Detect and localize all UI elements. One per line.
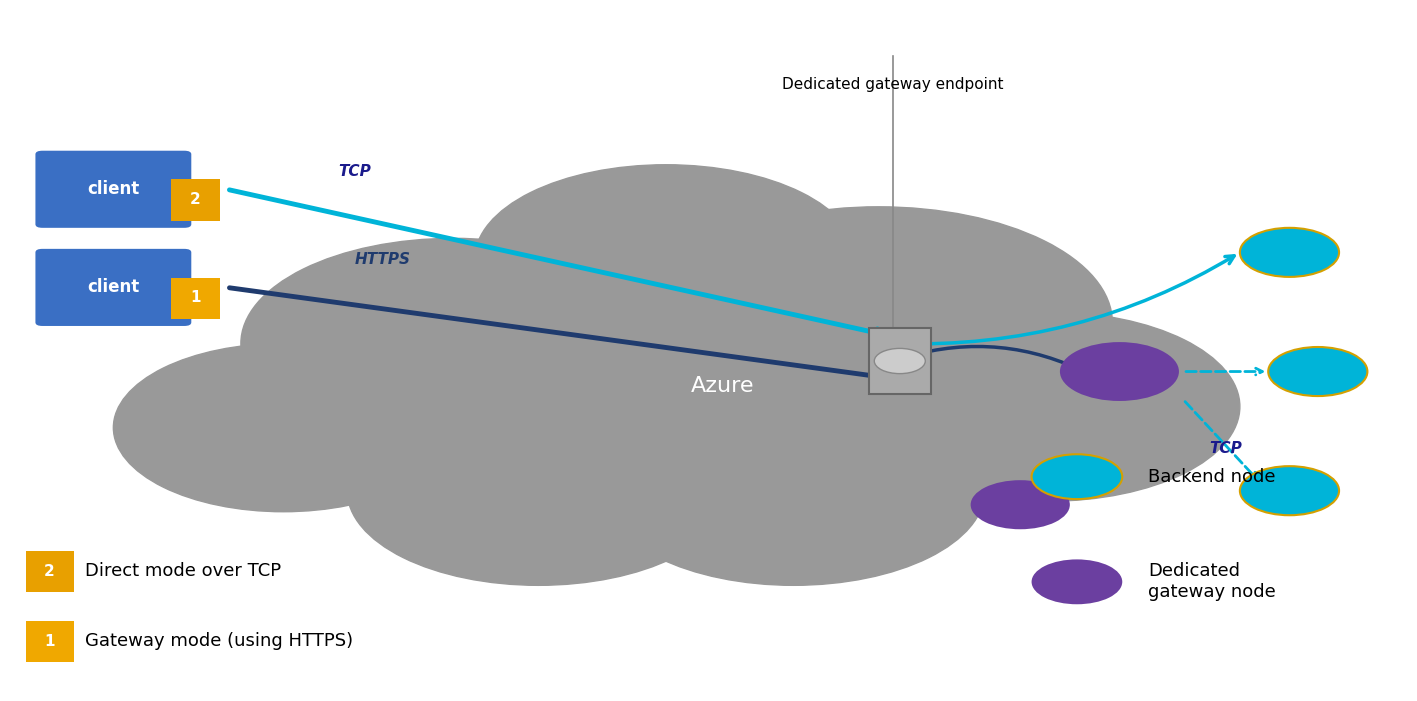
FancyBboxPatch shape — [26, 621, 74, 662]
FancyBboxPatch shape — [869, 328, 931, 394]
Text: Direct mode over TCP: Direct mode over TCP — [85, 562, 281, 580]
Circle shape — [1240, 228, 1339, 277]
Circle shape — [475, 165, 857, 354]
Text: Azure: Azure — [691, 376, 754, 395]
Circle shape — [645, 207, 1112, 438]
Circle shape — [390, 270, 942, 543]
Circle shape — [1268, 347, 1367, 396]
FancyBboxPatch shape — [171, 278, 220, 319]
Text: TCP: TCP — [337, 164, 371, 179]
Text: Dedicated
gateway node: Dedicated gateway node — [1148, 562, 1275, 601]
Circle shape — [1032, 454, 1122, 499]
Text: Gateway mode (using HTTPS): Gateway mode (using HTTPS) — [85, 632, 353, 651]
FancyBboxPatch shape — [35, 249, 191, 326]
Circle shape — [602, 396, 985, 585]
Text: TCP: TCP — [1209, 441, 1243, 456]
Text: Backend node: Backend node — [1148, 468, 1275, 486]
Circle shape — [1060, 342, 1179, 401]
FancyBboxPatch shape — [171, 179, 220, 221]
Text: 2: 2 — [190, 192, 201, 207]
Circle shape — [113, 343, 453, 512]
Text: 1: 1 — [190, 290, 201, 306]
Text: Dedicated gateway endpoint: Dedicated gateway endpoint — [782, 76, 1003, 92]
Text: client: client — [88, 180, 139, 198]
Circle shape — [971, 480, 1070, 529]
FancyBboxPatch shape — [35, 151, 191, 228]
Text: 2: 2 — [44, 564, 55, 579]
FancyBboxPatch shape — [26, 551, 74, 592]
Circle shape — [1240, 466, 1339, 515]
Circle shape — [874, 348, 925, 374]
Circle shape — [1032, 559, 1122, 604]
Text: client: client — [88, 278, 139, 297]
Text: 1: 1 — [44, 634, 55, 649]
Circle shape — [857, 312, 1240, 501]
Circle shape — [347, 396, 730, 585]
Text: HTTPS: HTTPS — [354, 252, 411, 267]
Circle shape — [241, 238, 666, 449]
